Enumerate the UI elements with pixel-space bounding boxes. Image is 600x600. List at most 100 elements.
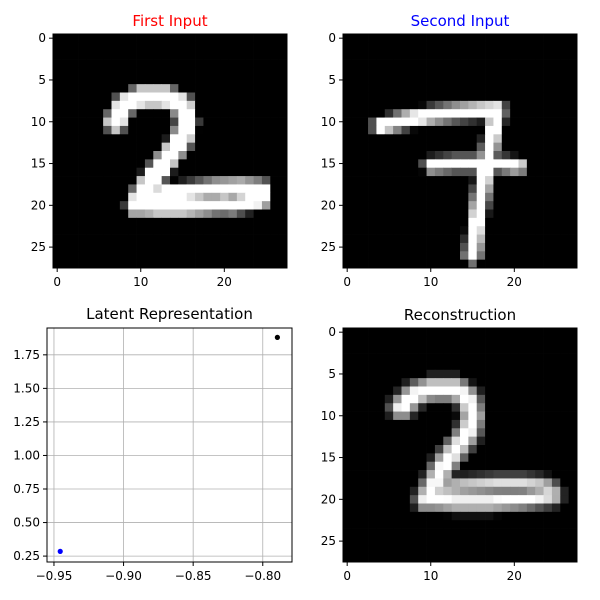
pixel-cell [343, 436, 352, 446]
pixel-cell [253, 176, 263, 185]
pixel-cell [94, 42, 104, 52]
pixel-cell [78, 251, 87, 260]
pixel-cell [568, 201, 578, 210]
pixel-cell [128, 226, 137, 235]
pixel-cell [451, 344, 461, 354]
pixel-cell [228, 59, 238, 68]
pixel-cell [451, 520, 461, 529]
pixel-cell [153, 67, 162, 77]
pixel-cell [153, 50, 162, 60]
pixel-cell [136, 259, 146, 269]
pixel-cell [144, 201, 154, 210]
pixel-cell [103, 159, 112, 169]
pixel-cell [153, 167, 162, 177]
pixel-cell [468, 184, 478, 194]
pixel-cell [69, 142, 79, 152]
pixel-cell [61, 50, 71, 60]
pixel-cell [153, 134, 162, 143]
pixel-cell [220, 176, 229, 185]
pixel-cell [493, 528, 503, 538]
pixel-cell [560, 386, 569, 396]
pixel-cell [409, 159, 419, 169]
pixel-cell [78, 92, 87, 102]
pixel-cell [526, 109, 536, 118]
y-tick-label: 1.75 [13, 348, 40, 362]
pixel-cell [518, 192, 528, 202]
pixel-cell [278, 92, 288, 102]
pixel-cell [245, 201, 254, 210]
pixel-cell [211, 117, 221, 127]
pixel-cell [409, 486, 419, 496]
pixel-cell [468, 394, 478, 404]
pixel-cell [103, 226, 112, 235]
pixel-cell [178, 259, 188, 269]
pixel-cell [460, 361, 469, 371]
pixel-cell [94, 142, 104, 152]
pixel-cell [153, 201, 162, 210]
pixel-cell [136, 176, 146, 185]
pixel-cell [510, 167, 519, 177]
pixel-cell [86, 209, 96, 219]
pixel-cell [119, 242, 129, 252]
pixel-cell [568, 520, 578, 529]
pixel-cell [493, 461, 503, 471]
pixel-cell [211, 125, 221, 135]
pixel-cell [501, 242, 511, 252]
pixel-cell [376, 378, 386, 387]
pixel-cell [543, 419, 553, 429]
pixel-cell [86, 217, 96, 227]
pixel-cell [443, 117, 452, 127]
pixel-cell [261, 251, 271, 260]
pixel-cell [393, 486, 402, 496]
pixel-cell [393, 251, 402, 260]
pixel-cell [393, 167, 402, 177]
pixel-cell [501, 234, 511, 244]
pixel-cell [384, 75, 394, 85]
pixel-cell [228, 192, 238, 202]
pixel-cell [236, 151, 246, 160]
pixel-cell [211, 201, 221, 210]
pixel-cell [434, 159, 444, 169]
pixel-cell [236, 34, 246, 43]
y-tick-label: 20 [321, 198, 336, 212]
pixel-cell [384, 184, 394, 194]
pixel-cell [401, 478, 411, 488]
pixel-cell [136, 50, 146, 60]
pixel-cell [468, 34, 478, 43]
pixel-cell [543, 369, 553, 379]
pixel-cell [376, 125, 386, 135]
pixel-cell [434, 369, 444, 379]
pixel-cell [526, 511, 536, 521]
pixel-cell [485, 84, 494, 93]
pixel-cell [518, 42, 528, 52]
pixel-cell [393, 336, 402, 346]
pixel-cell [535, 353, 544, 362]
pixel-cell [426, 520, 436, 529]
pixel-cell [351, 159, 361, 169]
pixel-cell [220, 242, 229, 252]
pixel-cell [178, 201, 188, 210]
pixel-cell [220, 75, 229, 85]
pixel-cell [409, 369, 419, 379]
pixel-cell [161, 209, 171, 219]
pixel-cell [543, 100, 553, 110]
pixel-cell [253, 50, 263, 60]
pixel-cell [359, 336, 369, 346]
pixel-cell [443, 528, 452, 538]
pixel-cell [518, 242, 528, 252]
pixel-cell [278, 117, 288, 127]
pixel-cell [270, 109, 279, 118]
pixel-cell [211, 251, 221, 260]
pixel-cell [368, 486, 377, 496]
pixel-cell [78, 109, 87, 118]
pixel-cell [384, 234, 394, 244]
pixel-cell [434, 419, 444, 429]
pixel-cell [518, 361, 528, 371]
pixel-cell [220, 209, 229, 219]
pixel-cell [485, 411, 494, 421]
pixel-cell [418, 134, 427, 143]
pixel-cell [434, 520, 444, 529]
pixel-cell [543, 344, 553, 354]
pixel-cell [543, 92, 553, 102]
pixel-cell [426, 251, 436, 260]
